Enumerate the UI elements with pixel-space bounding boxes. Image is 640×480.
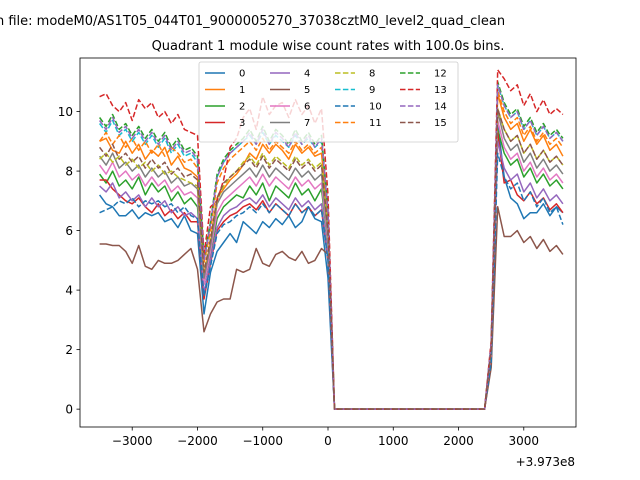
legend-label-6: 6	[304, 102, 310, 113]
legend-label-13: 13	[434, 85, 447, 96]
y-axis: 0 2 4 6 8 10	[58, 105, 80, 416]
x-tick-label: 2000	[443, 434, 474, 448]
y-tick-label: 2	[65, 343, 73, 357]
y-tick-label: 6	[65, 224, 73, 238]
legend-label-2: 2	[239, 102, 245, 113]
x-tick-label: 3000	[509, 434, 540, 448]
x-tick-label: −1000	[242, 434, 283, 448]
legend-label-12: 12	[434, 69, 447, 80]
series-lines	[98, 69, 564, 410]
legend-label-5: 5	[304, 85, 310, 96]
legend-label-0: 0	[239, 69, 245, 80]
series-line-15	[98, 107, 564, 410]
x-offset-label: +3.973e8	[516, 455, 575, 469]
legend-label-7: 7	[304, 118, 310, 129]
y-tick-label: 0	[65, 402, 73, 416]
legend-label-3: 3	[239, 118, 245, 129]
chart-suptitle: n file: modeM0/AS1T05_044T01_9000005270_…	[0, 14, 505, 29]
legend-label-15: 15	[434, 118, 447, 129]
x-tick-label: 0	[324, 434, 332, 448]
chart-title: Quadrant 1 module wise count rates with …	[152, 39, 505, 54]
legend-label-11: 11	[369, 118, 382, 129]
legend-label-9: 9	[369, 85, 375, 96]
x-tick-label: 1000	[378, 434, 409, 448]
y-tick-label: 10	[58, 105, 73, 119]
legend-label-8: 8	[369, 69, 375, 80]
legend-label-1: 1	[239, 85, 245, 96]
legend-label-4: 4	[304, 69, 310, 80]
legend-label-10: 10	[369, 102, 382, 113]
y-tick-label: 4	[65, 283, 73, 297]
y-tick-label: 8	[65, 164, 73, 178]
legend-label-14: 14	[434, 102, 447, 113]
legend-box	[198, 61, 459, 143]
x-tick-label: −3000	[112, 434, 153, 448]
x-tick-label: −2000	[177, 434, 218, 448]
x-axis: −3000 −2000 −1000 0 1000 2000 3000	[112, 427, 539, 448]
